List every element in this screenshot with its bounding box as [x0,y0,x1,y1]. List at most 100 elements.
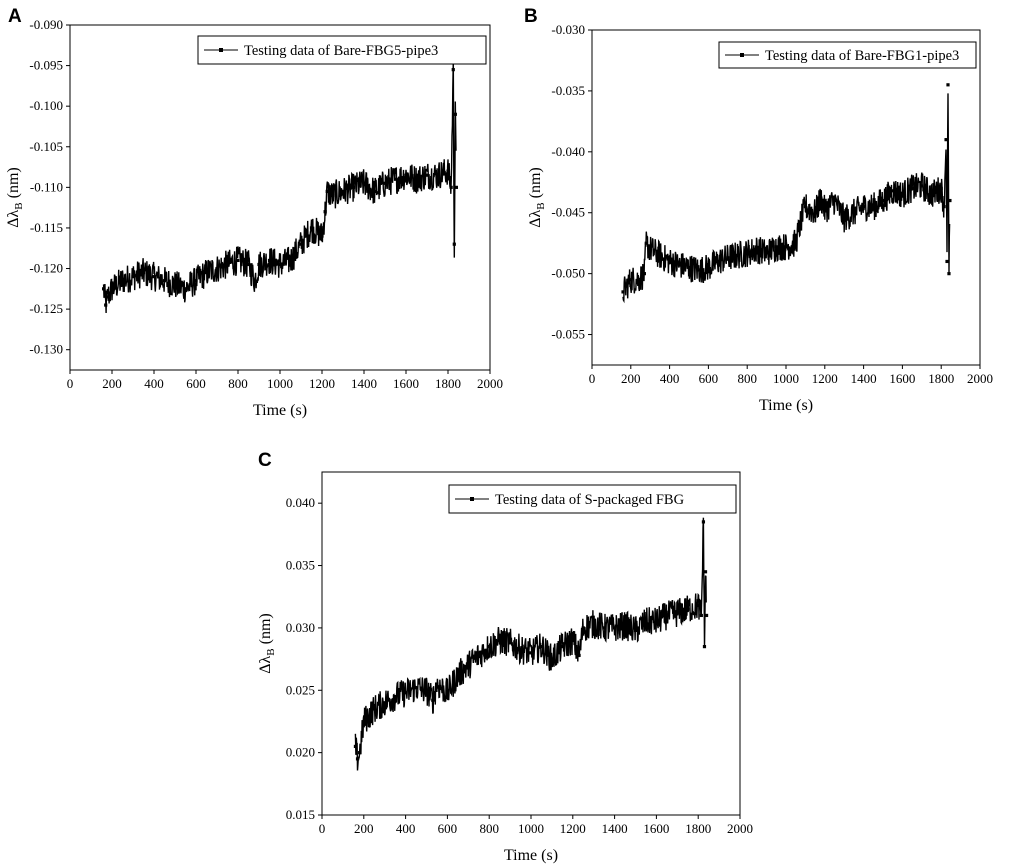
series-noise-band [102,59,457,314]
data-point [446,169,450,173]
legend-box [197,35,487,65]
data-point [633,628,638,633]
x-tick-label: 200 [354,821,374,836]
data-point [550,657,554,661]
data-point [929,192,934,197]
series-noise-band [622,93,951,304]
data-point [131,275,135,279]
y-tick-label: 0.040 [286,495,315,510]
data-point [716,259,720,264]
x-tick-label: 1200 [812,371,838,386]
data-point [823,208,827,212]
data-point [236,258,240,263]
legend-box [448,484,737,514]
data-point [323,210,327,214]
legend-box [718,41,977,69]
panel-label-a: A [8,6,22,27]
x-tick-label: 1800 [685,821,711,836]
data-point [498,638,502,642]
data-point [623,623,627,628]
y-tick-label: -0.100 [29,98,63,113]
data-point [487,645,491,649]
data-point [362,719,366,724]
data-point [225,262,230,267]
data-point [613,626,617,630]
series-group [353,517,709,771]
data-point [267,258,272,263]
data-point [435,173,440,177]
data-point [383,181,387,185]
data-point [706,265,710,270]
x-tick-label: 800 [228,376,248,391]
data-point [602,626,606,630]
data-point [414,686,418,690]
x-tick-label: 600 [699,371,719,386]
y-tick-label: -0.120 [29,261,63,276]
data-point [942,205,946,209]
x-axis-title: Time (s) [759,397,813,414]
x-tick-label: 0 [319,821,326,836]
x-tick-label: 0 [67,376,74,391]
y-tick-label: -0.125 [29,301,63,316]
legend-marker [740,53,744,57]
data-point [173,283,177,287]
data-point [372,707,376,711]
y-tick-label: -0.115 [30,220,63,235]
x-tick-label: 2000 [477,376,503,391]
data-point [677,263,681,267]
data-point [358,751,362,755]
data-point [253,279,257,283]
y-tick-label: -0.040 [551,144,585,159]
y-tick-label: 0.030 [286,620,315,635]
x-tick-label: 1200 [560,821,586,836]
data-point [774,245,778,249]
data-point [393,177,398,181]
x-tick-label: 1600 [643,821,669,836]
data-point [449,185,453,189]
legend-label: Testing data of Bare-FBG5-pipe3 [244,43,438,59]
data-point [581,626,585,630]
data-point [372,189,377,194]
data-point [871,205,875,209]
plot-frame [69,24,491,371]
series-noise-band [354,517,707,771]
data-point [755,247,759,251]
data-point [309,226,314,230]
y-tick-label: 0.015 [286,807,315,822]
x-tick-label: 1400 [351,376,377,391]
x-tick-label: 0 [589,371,596,386]
y-tick-label: 0.035 [286,558,315,573]
data-point [445,691,449,695]
chart-panels: 0 200 400 600 800 1000 1200 1400 1600 1800 2000-0.… [5,17,993,864]
data-point [320,234,324,238]
y-axis-title: ΔλB (nm) [527,167,547,228]
data-point [784,245,788,249]
x-tick-label: 1200 [309,376,335,391]
data-point [944,138,948,142]
x-tick-label: 2000 [967,371,993,386]
y-tick-label: -0.095 [29,58,63,73]
x-tick-label: 400 [144,376,164,391]
data-point [636,278,641,282]
y-tick-label: -0.055 [551,327,585,342]
chart-b: 0 200 400 600 800 1000 1200 1400 1600 1800 2000 -0.… [527,22,993,414]
data-point [341,189,345,194]
data-point [948,198,952,203]
x-axis-title: Time (s) [504,847,558,864]
x-tick-label: 1800 [928,371,954,386]
data-point [852,211,856,215]
data-point [862,205,866,209]
y-tick-label: -0.030 [551,22,585,37]
data-point [425,173,429,177]
data-point [325,189,329,194]
legend-marker [470,497,474,501]
data-point [726,256,730,260]
data-point [353,744,358,748]
data-point [910,186,914,190]
x-tick-label: 800 [479,821,499,836]
data-point [518,647,523,651]
x-tick-label: 200 [621,371,641,386]
y-tick-label: -0.045 [551,205,585,220]
data-point [703,570,708,574]
